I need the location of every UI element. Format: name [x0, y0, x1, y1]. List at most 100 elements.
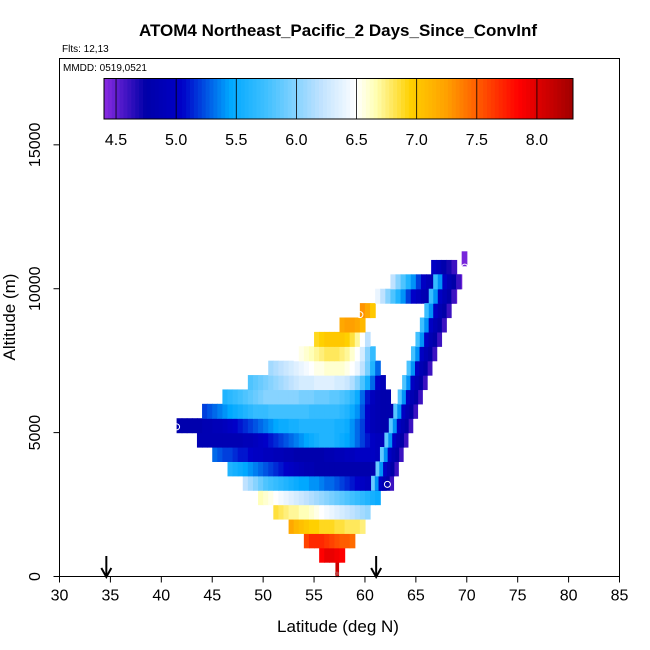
colorbar-swatch [115, 78, 121, 119]
heatmap-cell [334, 504, 341, 520]
heatmap-cell [364, 475, 371, 491]
heatmap-cell [344, 447, 351, 462]
chart-title: ATOM4 Northeast_Pacific_2 Days_Since_Con… [139, 21, 537, 40]
heatmap-cell [314, 533, 320, 549]
heatmap-cell [370, 490, 376, 506]
colorbar-swatch [389, 78, 394, 119]
heatmap-cell [359, 360, 366, 376]
heatmap-cell [288, 461, 295, 477]
heatmap-cell [303, 432, 310, 448]
heatmap-cell [364, 461, 371, 477]
heatmap-cell [303, 403, 310, 419]
colorbar-tick-label: 7.0 [406, 132, 428, 149]
heatmap-cell [419, 317, 425, 333]
heatmap-cell [400, 418, 406, 434]
heatmap-cell [217, 447, 224, 462]
heatmap-cell [364, 418, 371, 434]
colorbar-swatch [541, 78, 547, 119]
heatmap-cell [349, 533, 356, 549]
heatmap-cell [293, 490, 300, 506]
heatmap-cell [268, 418, 274, 434]
heatmap-cell [364, 375, 371, 391]
heatmap-cell [427, 360, 433, 376]
heatmap-cell [359, 317, 366, 333]
data-marker [173, 423, 181, 431]
heatmap-cell [308, 389, 315, 405]
heatmap-cell [349, 447, 356, 462]
heatmap-cell [319, 346, 325, 362]
heatmap-cell [308, 533, 315, 549]
heatmap-cell [414, 360, 420, 376]
heatmap-cell [196, 432, 203, 448]
heatmap-cell [303, 504, 310, 520]
heatmap-cell [329, 389, 336, 405]
heatmap-cell [451, 288, 457, 304]
colorbar-swatch [131, 78, 136, 119]
heatmap-cell [329, 331, 336, 347]
heatmap-cell [428, 346, 433, 362]
heatmap-cell [258, 461, 264, 477]
heatmap-cell [388, 432, 393, 448]
heatmap-cell [232, 403, 239, 419]
colorbar-swatch [283, 78, 289, 119]
heatmap-cell [420, 288, 427, 304]
heatmap-cell [314, 375, 320, 391]
heatmap-cell [359, 303, 366, 319]
colorbar-swatch [287, 78, 293, 119]
heatmap-cell [232, 432, 239, 448]
heatmap-cell [283, 504, 290, 520]
colorbar-tick-label: 4.5 [105, 132, 127, 149]
heatmap-cell [293, 461, 300, 477]
heatmap-cell [263, 461, 269, 477]
heatmap-cell [442, 274, 448, 290]
heatmap-cell [293, 418, 300, 434]
colorbar-swatch [315, 78, 320, 119]
heatmap-cell [324, 447, 330, 462]
heatmap-cell [258, 447, 264, 462]
heatmap-cell [428, 331, 434, 347]
data-marker [335, 571, 339, 576]
colorbar-swatch [170, 78, 175, 119]
heatmap-cell [329, 490, 336, 506]
colorbar-swatch [162, 78, 168, 119]
heatmap-cell [308, 346, 315, 362]
heatmap-cell [405, 389, 411, 405]
heatmap-cell [354, 447, 361, 462]
heatmap-cell [222, 389, 229, 405]
heatmap-cell [359, 518, 366, 534]
heatmap-cell [298, 418, 305, 434]
heatmap-cell [401, 403, 406, 419]
heatmap-cell [431, 259, 437, 275]
x-tick-label: 45 [203, 588, 221, 605]
heatmap-cell [283, 490, 290, 506]
heatmap-cell [339, 533, 346, 549]
heatmap-cell [329, 360, 336, 376]
heatmap-cell [324, 533, 330, 549]
heatmap-cell [196, 418, 203, 434]
heatmap-cell [298, 389, 305, 405]
colorbar-swatch [244, 78, 250, 119]
heatmap-cell [329, 432, 336, 448]
heatmap-cell [303, 490, 310, 506]
colorbar-swatch [104, 78, 109, 119]
x-tick-label: 70 [458, 588, 476, 605]
heatmap-cell [334, 389, 341, 405]
heatmap-cell [375, 360, 381, 376]
x-axis: 30 35 40 45 50 55 60 65 70 75 80 85 [51, 576, 629, 605]
heatmap-cell [273, 461, 280, 477]
heatmap-cell [283, 375, 290, 391]
heatmap-cell [364, 490, 371, 506]
heatmap-cell [339, 547, 346, 563]
heatmap-cell [334, 533, 341, 549]
colorbar-swatch [522, 78, 527, 119]
heatmap-cell [329, 375, 336, 391]
heatmap-cell [298, 403, 305, 419]
heatmap-cell [442, 288, 448, 304]
heatmap-cell [298, 518, 305, 534]
heatmap-cell [288, 490, 295, 506]
colorbar-swatch [404, 78, 410, 119]
heatmap-cell [237, 403, 244, 419]
heatmap-cell [385, 288, 392, 304]
y-axis-label: Altitude (m) [0, 274, 19, 361]
x-tick-label: 65 [407, 588, 425, 605]
